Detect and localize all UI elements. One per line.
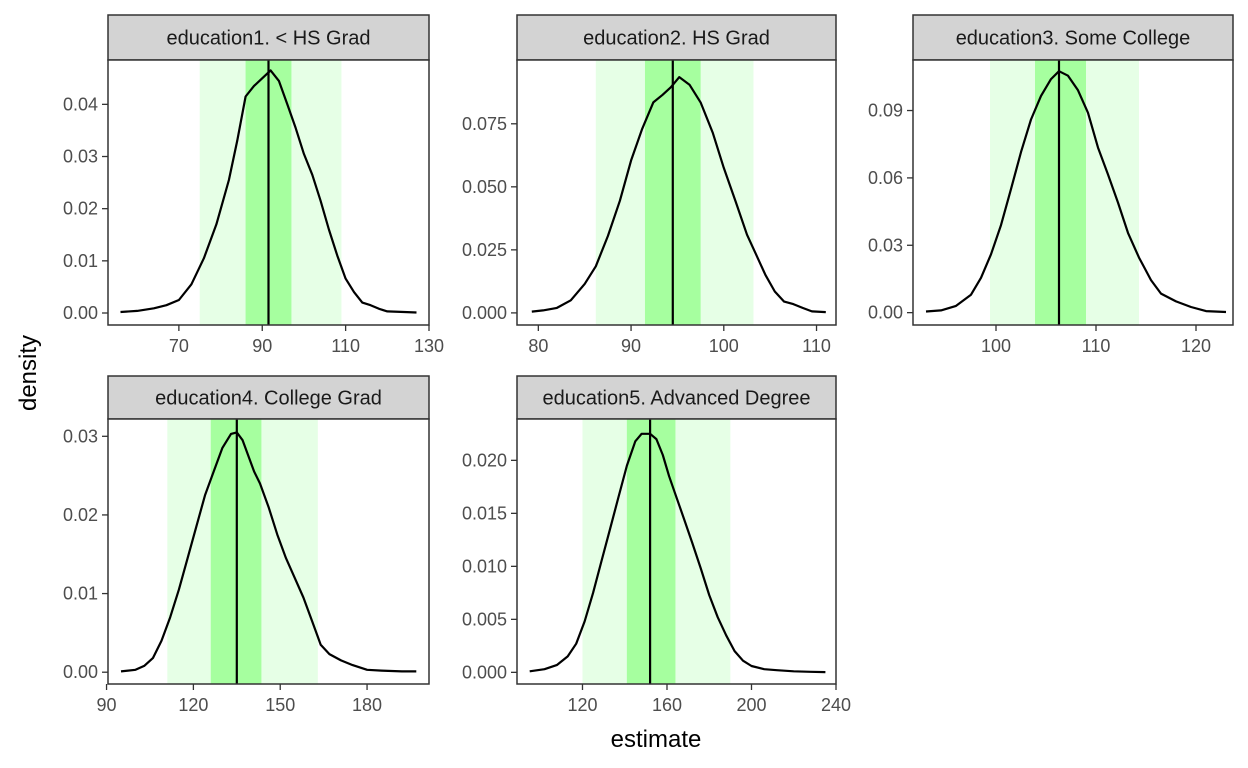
panel-5: education5. Advanced Degree 0.000 0.005 0.0… (462, 375, 851, 715)
panels-layer: education1. < HS Grad 0.00 0.01 0.02 0.03 0.0… (63, 14, 1234, 715)
x-tick-label: 90 (252, 336, 272, 356)
y-tick-label: 0.02 (63, 199, 98, 219)
y-tick-label: 0.050 (462, 177, 507, 197)
y-tick-label: 0.00 (868, 303, 903, 323)
y-tick-label: 0.01 (63, 251, 98, 271)
x-tick-label: 110 (331, 336, 360, 356)
y-tick-label: 0.000 (462, 662, 507, 682)
strip-label: education1. < HS Grad (166, 28, 370, 50)
x-tick-label: 100 (709, 336, 739, 356)
y-tick-label: 0.00 (63, 303, 98, 323)
x-tick-label: 200 (736, 695, 766, 715)
strip-background (516, 375, 837, 420)
x-tick-label: 100 (981, 336, 1011, 356)
panel-3: education3. Some College 0.00 0.03 0.06 0.09… (868, 14, 1234, 356)
strip-label: education3. Some College (956, 28, 1191, 50)
density-curve (529, 432, 826, 674)
x-tick-label: 120 (178, 695, 208, 715)
density-curve (120, 69, 417, 314)
y-tick-label: 0.000 (462, 303, 507, 323)
y-tick-label: 0.00 (63, 662, 98, 682)
x-tick-label: 160 (652, 695, 682, 715)
x-tick-label: 130 (414, 336, 444, 356)
y-axis-title: density (15, 335, 42, 411)
strip-label: education5. Advanced Degree (543, 388, 811, 410)
y-tick-label: 0.03 (63, 426, 98, 446)
density-curve (531, 76, 826, 314)
y-tick-label: 0.010 (462, 556, 507, 576)
y-tick-label: 0.04 (63, 94, 98, 114)
strip-background (107, 375, 430, 420)
panel-border (516, 418, 837, 685)
strip-label: education2. HS Grad (583, 28, 770, 50)
y-tick-label: 0.06 (868, 168, 903, 188)
x-tick-label: 110 (1082, 336, 1111, 356)
x-tick-label: 80 (528, 336, 548, 356)
y-tick-label: 0.025 (462, 240, 507, 260)
x-axis-title: estimate (611, 726, 702, 753)
y-tick-label: 0.03 (868, 235, 903, 255)
y-tick-label: 0.075 (462, 114, 507, 134)
y-tick-label: 0.09 (868, 101, 903, 121)
x-tick-label: 240 (821, 695, 851, 715)
y-tick-label: 0.005 (462, 609, 507, 629)
panel-border (107, 59, 430, 326)
y-tick-label: 0.01 (63, 584, 98, 604)
panel-4: education4. College Grad 0.00 0.01 0.02 0.03… (63, 375, 430, 715)
x-tick-label: 150 (265, 695, 295, 715)
panel-border (516, 59, 837, 326)
density-curve (120, 431, 417, 673)
x-tick-label: 180 (352, 695, 382, 715)
strip-label: education4. College Grad (155, 388, 382, 410)
x-tick-label: 90 (621, 336, 641, 356)
y-tick-label: 0.03 (63, 147, 98, 167)
panel-border (912, 59, 1234, 326)
inner-interval-band (1035, 60, 1086, 325)
panel-1: education1. < HS Grad 0.00 0.01 0.02 0.03 0.0… (63, 14, 444, 356)
x-tick-label: 110 (802, 336, 831, 356)
y-tick-label: 0.02 (63, 505, 98, 525)
x-tick-label: 120 (567, 695, 597, 715)
x-tick-label: 90 (97, 695, 117, 715)
density-curve (925, 70, 1227, 314)
x-tick-label: 120 (1181, 336, 1211, 356)
y-tick-label: 0.015 (462, 503, 507, 523)
panel-border (107, 418, 430, 685)
x-tick-label: 70 (169, 336, 189, 356)
strip-background (107, 14, 430, 61)
panel-2: education2. HS Grad 0.000 0.025 0.050 0.075 8… (462, 14, 837, 356)
strip-background (516, 14, 837, 61)
strip-background (912, 14, 1234, 61)
y-tick-label: 0.020 (462, 450, 507, 470)
